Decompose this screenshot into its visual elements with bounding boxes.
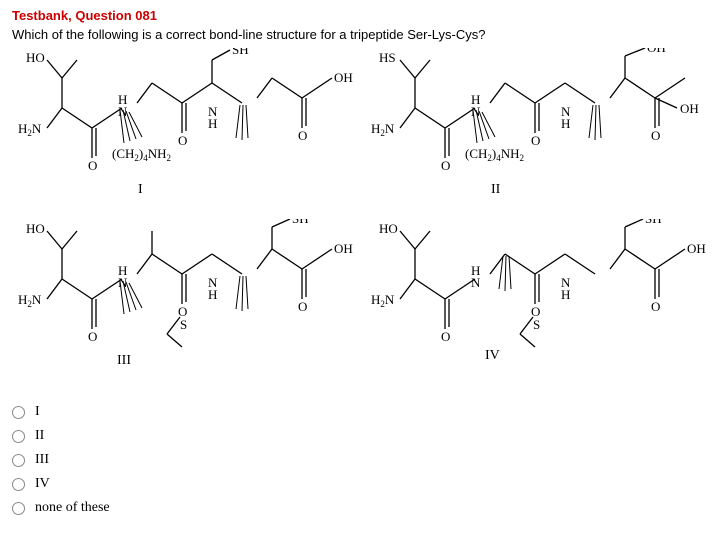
svg-text:HO: HO <box>379 221 398 236</box>
svg-text:SH: SH <box>645 219 662 226</box>
svg-text:SH: SH <box>292 219 309 226</box>
svg-text:H: H <box>208 287 217 302</box>
svg-text:N: N <box>471 104 481 119</box>
structure-1: HO H2N O H N (CH2)4NH2 O N H SH O OH I <box>12 48 359 213</box>
svg-text:(CH2)4NH2: (CH2)4NH2 <box>112 146 171 163</box>
svg-text:O: O <box>441 329 450 344</box>
svg-text:S: S <box>180 317 187 332</box>
svg-text:OH: OH <box>334 70 353 85</box>
roman-2: II <box>491 182 501 197</box>
svg-text:HO: HO <box>26 50 45 65</box>
question-text: Which of the following is a correct bond… <box>12 27 711 42</box>
svg-text:H2N: H2N <box>371 121 395 138</box>
svg-text:H: H <box>208 116 217 131</box>
svg-text:N: N <box>118 275 128 290</box>
roman-4: IV <box>485 348 500 363</box>
svg-text:N: N <box>118 104 128 119</box>
radio-icon[interactable] <box>12 454 25 467</box>
svg-text:O: O <box>298 299 307 314</box>
option-label: IV <box>35 476 50 492</box>
roman-1: I <box>138 182 143 197</box>
option-3[interactable]: III <box>12 452 711 468</box>
structures-grid: HO H2N O H N (CH2)4NH2 O N H SH O OH I <box>12 48 711 384</box>
option-label: I <box>35 404 40 420</box>
svg-text:N: N <box>471 275 481 290</box>
structure-2: HS H2N O H N (CH2)4NH2 O N H OH O OH II <box>365 48 712 213</box>
svg-text:HS: HS <box>379 50 396 65</box>
question-title: Testbank, Question 081 <box>12 8 711 23</box>
structure-4: HO H2N O H N O S N H SH O OH IV <box>365 219 712 384</box>
option-2[interactable]: II <box>12 428 711 444</box>
option-label: none of these <box>35 500 110 516</box>
svg-text:H2N: H2N <box>18 292 42 309</box>
roman-3: III <box>117 353 131 368</box>
options-list: I II III IV none of these <box>12 404 711 516</box>
svg-text:S: S <box>533 317 540 332</box>
radio-icon[interactable] <box>12 406 25 419</box>
svg-text:OH: OH <box>687 241 706 256</box>
option-label: II <box>35 428 44 444</box>
svg-text:OH: OH <box>334 241 353 256</box>
svg-text:H2N: H2N <box>371 292 395 309</box>
option-4[interactable]: IV <box>12 476 711 492</box>
option-1[interactable]: I <box>12 404 711 420</box>
svg-text:OH: OH <box>680 101 699 116</box>
svg-text:SH: SH <box>232 48 249 57</box>
svg-text:H: H <box>561 287 570 302</box>
svg-text:O: O <box>651 299 660 314</box>
svg-text:O: O <box>178 133 187 148</box>
svg-text:HO: HO <box>26 221 45 236</box>
svg-text:O: O <box>651 128 660 143</box>
option-label: III <box>35 452 49 468</box>
structure-3: HO H2N O H N O S N H SH O OH III <box>12 219 359 384</box>
svg-text:O: O <box>88 329 97 344</box>
svg-text:H2N: H2N <box>18 121 42 138</box>
svg-text:O: O <box>531 133 540 148</box>
svg-text:H: H <box>561 116 570 131</box>
svg-text:O: O <box>298 128 307 143</box>
svg-text:O: O <box>88 158 97 173</box>
svg-text:OH: OH <box>647 48 666 55</box>
radio-icon[interactable] <box>12 430 25 443</box>
radio-icon[interactable] <box>12 478 25 491</box>
option-5[interactable]: none of these <box>12 500 711 516</box>
radio-icon[interactable] <box>12 502 25 515</box>
svg-text:O: O <box>441 158 450 173</box>
svg-text:(CH2)4NH2: (CH2)4NH2 <box>465 146 524 163</box>
